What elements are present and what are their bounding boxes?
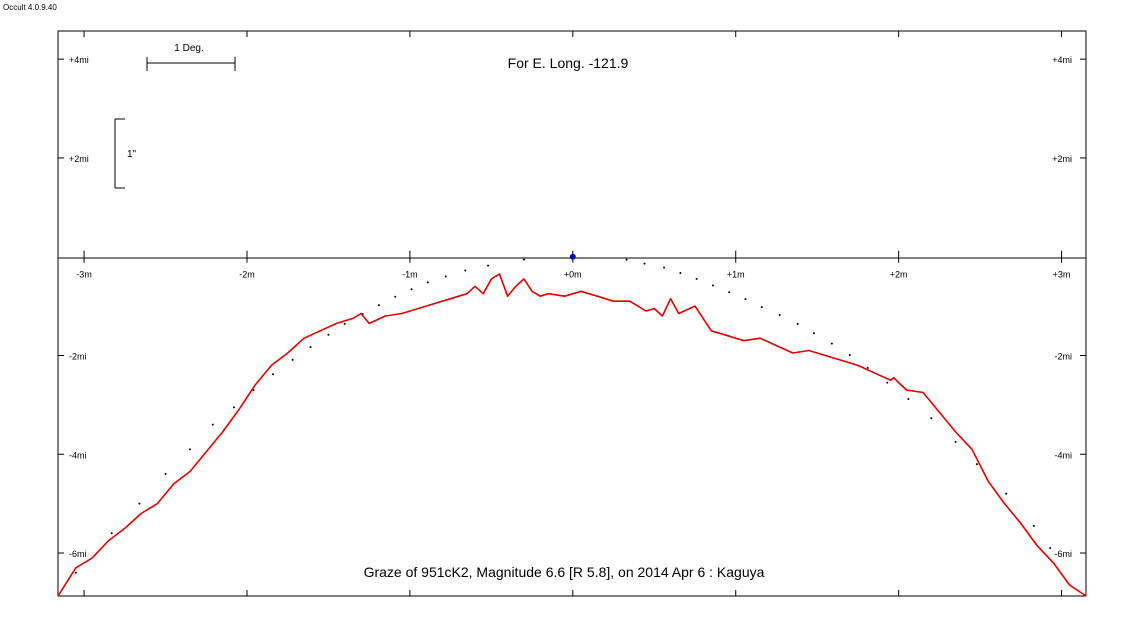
x-tick-label: -2m [239,270,255,280]
limb-dot [1032,524,1035,527]
limb-dot [1049,547,1052,550]
limb-dot [291,358,294,361]
limb-dot [625,258,628,261]
y-tick-label-left: -2mi [69,351,87,361]
limb-dots-series [74,258,1052,574]
limb-dot [444,275,447,278]
limb-dot [886,381,889,384]
limb-dot [232,406,235,409]
y-tick-label-right: +2mi [1052,154,1072,164]
limb-dot [848,353,851,356]
star-marker [569,253,576,260]
app-title: Occult 4.0.9.40 [3,3,57,12]
y-tick-label-right: +4mi [1052,55,1072,65]
y-tick-label-left: +2mi [69,154,89,164]
x-tick-label: +0m [564,270,582,280]
limb-profile-line [57,273,1087,597]
y-tick-label-right: -6mi [1055,549,1073,559]
limb-dot [679,272,682,275]
arcsec-scale-bar: 1" [114,118,137,189]
limb-dot [760,306,763,309]
limb-dot [830,342,833,345]
limb-dot [522,258,525,261]
limb-dot [975,463,978,466]
limb-dot [309,346,312,349]
y-tick-label-left: -4mi [69,450,87,460]
limb-dot [327,333,330,336]
limb-dot [930,417,933,420]
limb-dot [643,262,646,265]
limb-dot [410,288,413,291]
limb-dot [778,313,781,316]
arcsec-scale-label: 1" [127,149,137,160]
y-tick-label-right: -2mi [1055,351,1073,361]
x-tick-label: -1m [402,270,418,280]
y-tick-label-left: -6mi [69,549,87,559]
limb-dot [487,264,490,267]
limb-dot [110,532,113,535]
star-position-marker [569,253,576,260]
axis-ticks: -3m -2m -1m +0m +1m +2m +3m +4mi +4mi +2mi +2mi -2m… [58,31,1086,596]
plot-frame [57,30,1087,597]
x-tick-label: +1m [727,270,745,280]
limb-dot [272,373,275,376]
y-tick-label-left: +4mi [69,55,89,65]
x-tick-label: -3m [76,270,92,280]
limb-dot [138,502,141,505]
limb-dot [377,304,380,307]
limb-dot [711,284,714,287]
limb-dot [164,473,167,476]
limb-dot [907,397,910,400]
limb-dot [211,423,214,426]
limb-dot [796,322,799,325]
limb-profile-series [57,273,1087,597]
limb-dot [188,448,191,451]
limb-dot [1005,492,1008,495]
chart-subtitle: Graze of 951cK2, Magnitude 6.6 [R 5.8], … [364,564,765,580]
limb-dot [728,291,731,294]
degree-scale-bar: 1 Deg. [146,43,236,71]
limb-dot [695,277,698,280]
x-tick-label: +2m [890,270,908,280]
limb-dot [394,295,397,298]
chart-title: For E. Long. -121.9 [508,55,629,71]
limb-dot [426,281,429,284]
x-tick-label: +3m [1053,270,1071,280]
limb-dot [464,269,467,272]
limb-dot [812,332,815,335]
limb-dot [954,440,957,443]
degree-scale-label: 1 Deg. [174,43,203,54]
limb-dot [74,571,77,574]
limb-dot [663,266,666,269]
limb-dot [343,322,346,325]
limb-dot [866,366,869,369]
y-tick-label-right: -4mi [1055,450,1073,460]
limb-dot [744,298,747,301]
